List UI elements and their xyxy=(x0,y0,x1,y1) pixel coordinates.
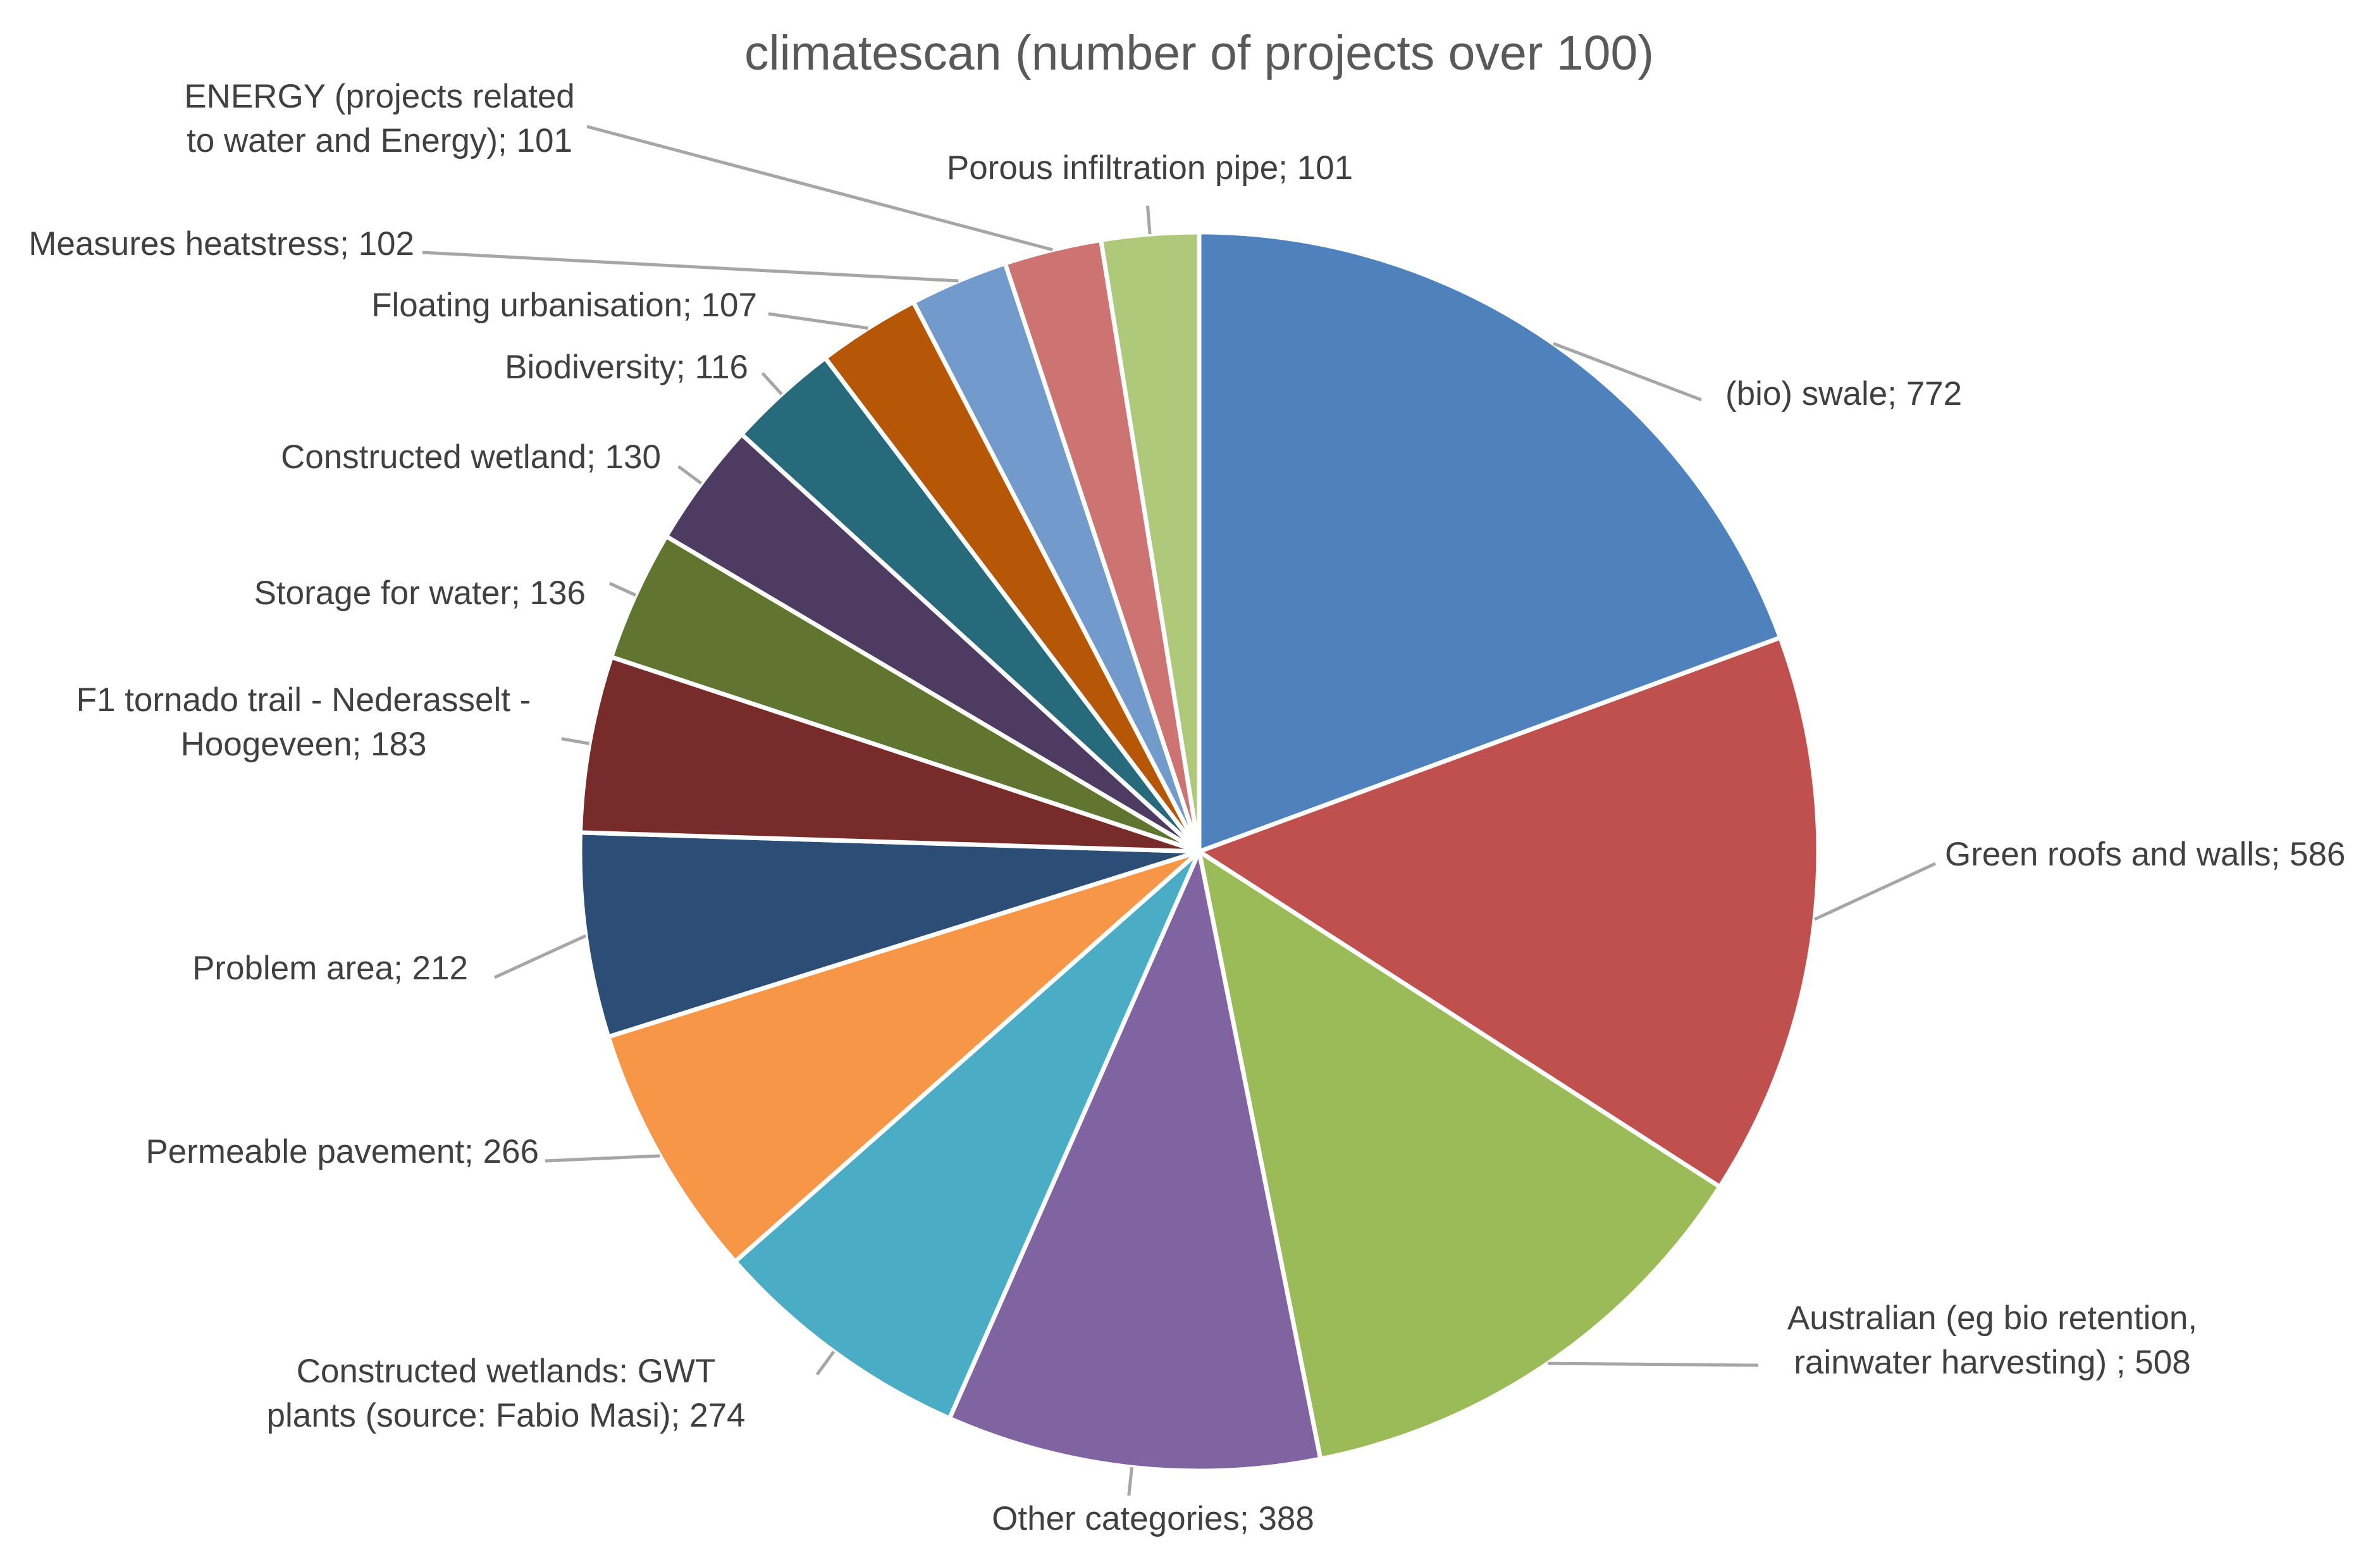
chart-title: climatescan (number of projects over 100… xyxy=(744,26,1654,80)
leader-line xyxy=(608,581,636,597)
data-label: F1 tornado trail - Nederasselt -Hoogevee… xyxy=(77,681,531,763)
leader-line xyxy=(768,312,868,330)
leader-line xyxy=(561,737,590,745)
pie-slice xyxy=(1098,230,1202,852)
data-label: Measures heatstress; 102 xyxy=(28,225,414,263)
data-label: Australian (eg bio retention, rainwater h… xyxy=(1787,1299,2197,1381)
pie-slices xyxy=(577,230,1821,1473)
data-label: Storage for water; 136 xyxy=(254,574,586,612)
leader-line xyxy=(422,251,959,283)
data-label: ENERGY (projects related to water and Ene… xyxy=(184,78,575,159)
data-label: Problem area; 212 xyxy=(192,950,468,987)
pie-slice xyxy=(946,844,1323,1473)
leader-line xyxy=(1814,862,1937,921)
leader-line xyxy=(1548,1361,1759,1367)
leader-line xyxy=(586,125,1053,252)
data-label: Other categories; 388 xyxy=(992,1500,1314,1537)
leader-line xyxy=(1553,342,1702,402)
pie-slice xyxy=(608,533,1200,854)
leader-line xyxy=(545,1154,660,1163)
pie-slice xyxy=(605,849,1201,1265)
pie-slice xyxy=(1195,846,1723,1462)
leader-line xyxy=(815,1350,835,1376)
data-label: Green roofs and walls; 586 xyxy=(1945,836,2345,873)
leader-line xyxy=(1145,206,1152,235)
data-labels: (bio) swale; 772 Green roofs and walls; 5… xyxy=(28,78,2345,1537)
data-label: Floating urbanisation; 107 xyxy=(371,287,757,324)
leader-line xyxy=(493,934,587,979)
data-label: (bio) swale; 772 xyxy=(1725,375,1962,412)
pie-slice xyxy=(732,850,1202,1422)
data-label: Porous infiltration pipe; 101 xyxy=(947,149,1353,187)
data-label: Permeable pavement; 266 xyxy=(145,1133,539,1170)
pie-slice xyxy=(577,830,1200,1040)
leader-lines xyxy=(422,125,1937,1496)
leader-line xyxy=(677,465,703,485)
leader-line xyxy=(761,372,783,395)
data-label: Constructed wetlands: GWT plants (source:… xyxy=(266,1353,745,1434)
data-label: Constructed wetland; 130 xyxy=(281,438,661,476)
pie-slice xyxy=(577,654,1200,854)
leader-line xyxy=(1127,1466,1134,1496)
data-label: Biodiversity; 116 xyxy=(505,349,748,386)
pie-slice xyxy=(1194,635,1821,1190)
